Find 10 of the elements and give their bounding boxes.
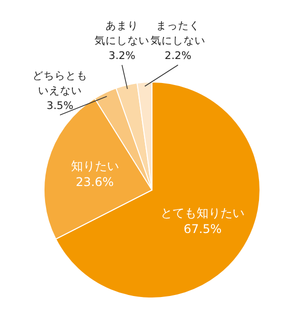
data-label: 67.5% (184, 222, 222, 236)
slice-label: あまり気にしない (94, 20, 150, 47)
slice-label: 知りたい (70, 159, 119, 174)
slice-label: とても知りたい (160, 206, 245, 220)
data-label: 3.2% (108, 50, 136, 62)
data-label: 23.6% (76, 175, 114, 190)
slice-label: どちらともいえない (32, 70, 88, 97)
slice-label: まったく気にしない (150, 20, 206, 47)
data-label: 3.5% (46, 100, 74, 112)
data-label: 2.2% (164, 50, 192, 62)
